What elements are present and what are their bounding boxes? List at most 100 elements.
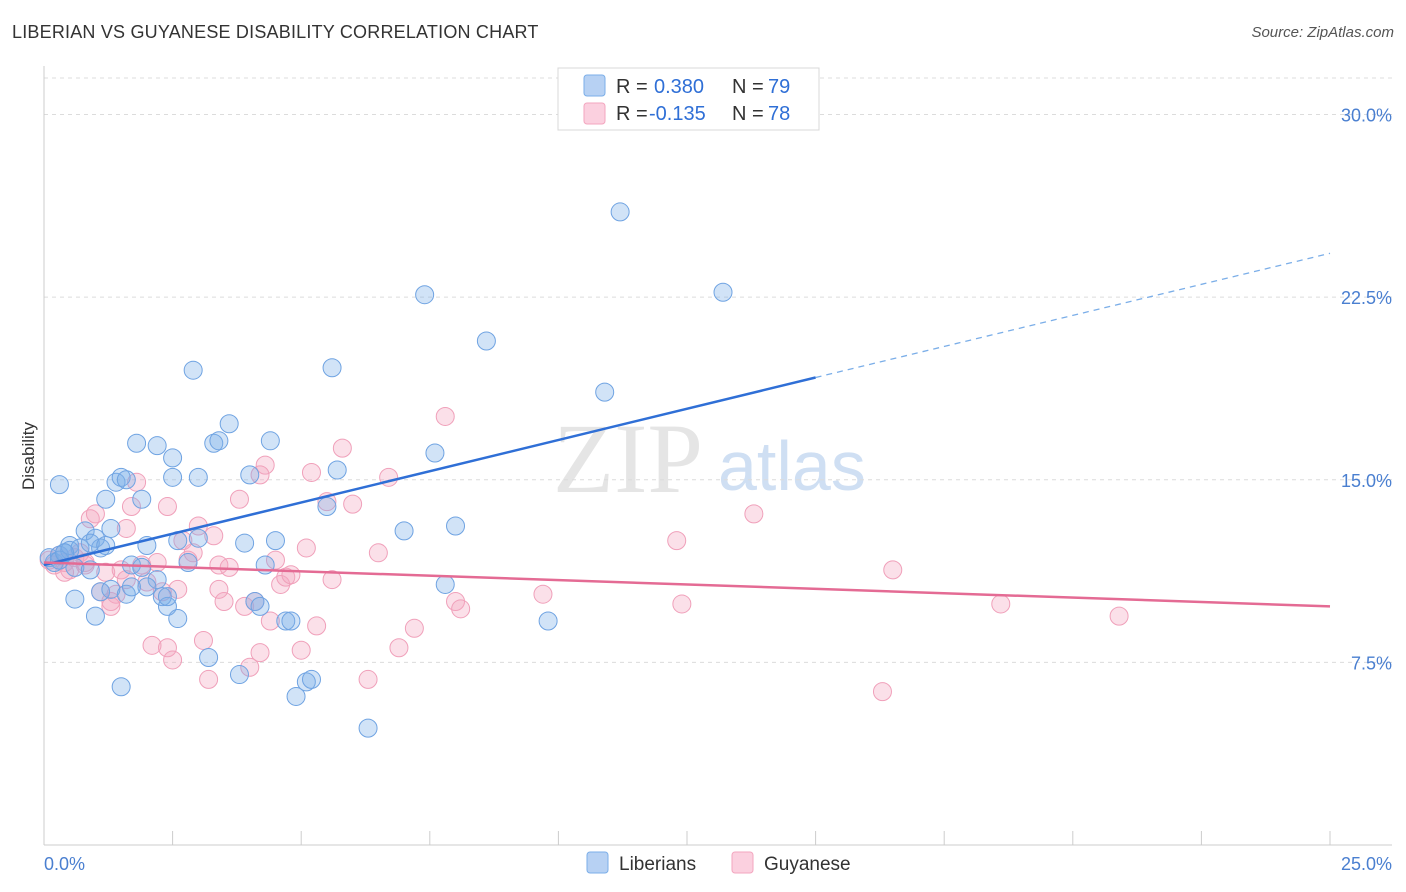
legend-r-label-1: R =	[616, 76, 648, 98]
guyanese-point	[404, 618, 424, 638]
legend-r-value-1: 0.380	[654, 76, 704, 98]
guyanese-point	[872, 682, 892, 702]
liberian-point	[425, 443, 445, 463]
bottom-legend-guyanese: Guyanese	[764, 854, 851, 875]
guyanese-point	[389, 638, 409, 658]
guyanese-point	[533, 584, 553, 604]
guyanese-point	[85, 504, 105, 524]
guyanese-point	[193, 630, 213, 650]
liberian-point	[610, 202, 630, 222]
liberian-point	[317, 497, 337, 517]
watermark-zip: ZIP	[553, 403, 703, 514]
liberian-point	[152, 587, 172, 607]
guyanese-point	[260, 611, 280, 631]
guyanese-point	[281, 565, 301, 585]
guyanese-point	[265, 550, 285, 570]
liberian-point	[183, 360, 203, 380]
chart-title: LIBERIAN VS GUYANESE DISABILITY CORRELAT…	[12, 22, 539, 42]
guyanese-point	[235, 596, 255, 616]
guyanese-point	[883, 560, 903, 580]
liberian-point	[199, 648, 219, 668]
liberian-point	[80, 533, 100, 553]
liberian-point	[157, 587, 177, 607]
liberian-point	[476, 331, 496, 351]
legend-n-label-1: N =	[732, 76, 764, 98]
guyanese-point	[163, 650, 183, 670]
liberian-point	[127, 433, 147, 453]
liberian-point	[713, 282, 733, 302]
guyanese-point	[667, 531, 687, 551]
guyanese-point	[1109, 606, 1129, 626]
liberian-point	[240, 465, 260, 485]
guyanese-point	[142, 635, 162, 655]
gridlines	[44, 77, 1392, 663]
guyanese-point	[121, 497, 141, 517]
guyanese-point	[157, 497, 177, 517]
liberian-point	[132, 489, 152, 509]
liberian-point	[188, 467, 208, 487]
liberians-trend-extension	[815, 252, 1331, 379]
guyanese-point	[276, 567, 296, 587]
liberian-point	[281, 611, 301, 631]
liberian-point	[235, 533, 255, 553]
guyanese-point	[214, 592, 234, 612]
y-axis-label: Disability	[19, 421, 38, 490]
guyanese-point	[343, 494, 363, 514]
liberian-point	[65, 589, 85, 609]
guyanese-point	[744, 504, 764, 524]
liberian-point	[286, 686, 306, 706]
legend-box: R = 0.380 N = 79 R = -0.135 N = 78	[557, 67, 820, 131]
liberian-point	[276, 611, 296, 631]
guyanese-point	[116, 518, 136, 538]
guyanese-point	[296, 538, 316, 558]
guyanese-point	[199, 669, 219, 689]
source-label: Source: ZipAtlas.com	[1251, 24, 1394, 41]
tick-labels: 7.5% 15.0% 22.5% 30.0% 0.0% 25.0%	[44, 106, 1392, 874]
y-tick-label: 15.0%	[1341, 471, 1392, 491]
liberian-point	[250, 596, 270, 616]
liberians-trend-line	[43, 376, 816, 567]
guyanese-point	[307, 616, 327, 636]
guyanese-point	[451, 599, 471, 619]
x-tick-label: 0.0%	[44, 854, 85, 874]
liberian-point	[538, 611, 558, 631]
liberian-point	[55, 543, 75, 563]
liberian-point	[111, 467, 131, 487]
guyanese-point	[250, 643, 270, 663]
liberian-point	[446, 516, 466, 536]
liberian-point	[301, 669, 321, 689]
guyanese-point	[250, 465, 270, 485]
bottom-legend-swatch-liberians	[586, 851, 609, 874]
liberian-point	[75, 521, 95, 541]
guyanese-point	[991, 594, 1011, 614]
liberian-point	[96, 489, 116, 509]
guyanese-point	[229, 489, 249, 509]
liberian-point	[163, 448, 183, 468]
y-tick-label: 7.5%	[1351, 653, 1392, 673]
liberian-point	[85, 606, 105, 626]
liberian-point	[327, 460, 347, 480]
guyanese-point	[183, 543, 203, 563]
guyanese-point	[204, 526, 224, 546]
guyanese-point	[101, 596, 121, 616]
guyanese-point	[291, 640, 311, 660]
liberian-point	[204, 433, 224, 453]
liberian-point	[101, 579, 121, 599]
trend-lines	[43, 252, 1331, 608]
liberian-point	[435, 574, 455, 594]
liberian-point	[101, 518, 121, 538]
bottom-legend: Liberians Guyanese	[586, 851, 851, 875]
liberian-point	[209, 431, 229, 451]
guyanese-point	[60, 560, 80, 580]
liberian-point	[229, 665, 249, 685]
liberian-point	[260, 431, 280, 451]
liberian-point	[147, 436, 167, 456]
liberian-point	[163, 467, 183, 487]
liberian-point	[296, 672, 316, 692]
liberian-point	[394, 521, 414, 541]
guyanese-point	[96, 562, 116, 582]
legend-n-value-1: 79	[768, 76, 790, 98]
liberian-point	[111, 677, 131, 697]
liberian-point	[322, 358, 342, 378]
